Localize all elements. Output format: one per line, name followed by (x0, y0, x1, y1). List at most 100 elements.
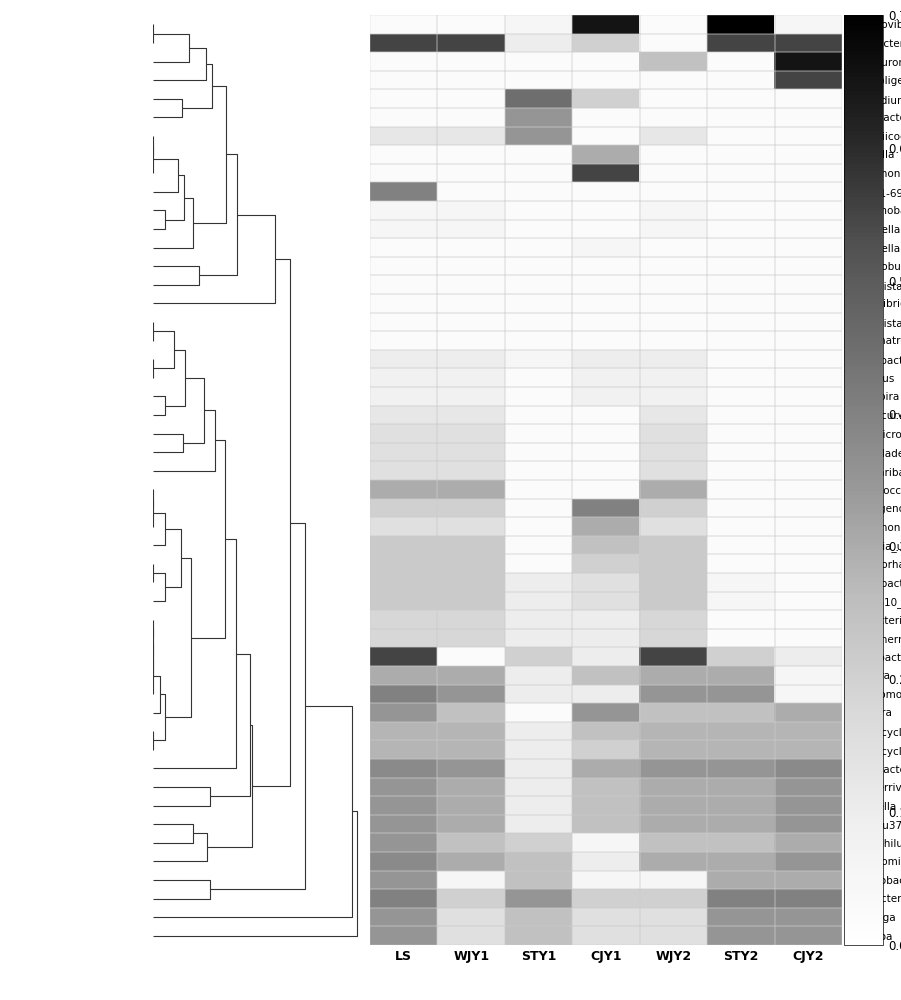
Bar (505, 15, 572, 34)
Bar (640, 71, 707, 89)
Bar (572, 759, 640, 778)
Bar (438, 368, 505, 387)
Bar (438, 71, 505, 89)
Bar (640, 889, 707, 908)
Bar (572, 852, 640, 871)
Bar (707, 778, 775, 796)
Bar (775, 127, 842, 145)
Bar (640, 424, 707, 443)
Bar (505, 313, 572, 331)
Bar (775, 871, 842, 889)
Bar (707, 52, 775, 71)
Bar (505, 740, 572, 759)
Bar (370, 89, 438, 108)
Bar (572, 238, 640, 257)
Bar (505, 461, 572, 480)
Bar (505, 610, 572, 629)
Bar (572, 182, 640, 201)
Bar (438, 443, 505, 461)
Bar (572, 201, 640, 220)
Bar (505, 833, 572, 852)
Bar (370, 889, 438, 908)
Bar (370, 592, 438, 610)
Bar (640, 926, 707, 945)
Bar (438, 629, 505, 647)
Bar (640, 368, 707, 387)
Bar (775, 52, 842, 71)
Bar (505, 220, 572, 238)
Bar (505, 127, 572, 145)
Bar (438, 350, 505, 368)
Bar (640, 536, 707, 554)
Bar (505, 554, 572, 573)
Bar (572, 722, 640, 740)
Bar (370, 368, 438, 387)
Bar (707, 629, 775, 647)
Bar (505, 257, 572, 275)
Bar (572, 164, 640, 182)
Bar (572, 480, 640, 499)
Bar (572, 592, 640, 610)
Bar (505, 201, 572, 220)
Bar (707, 424, 775, 443)
Bar (640, 238, 707, 257)
Bar (707, 238, 775, 257)
Bar (707, 257, 775, 275)
Bar (438, 108, 505, 127)
Bar (640, 610, 707, 629)
Bar (370, 424, 438, 443)
Bar (707, 331, 775, 350)
Bar (370, 908, 438, 926)
Bar (707, 275, 775, 294)
Bar (438, 257, 505, 275)
Bar (505, 592, 572, 610)
Bar (370, 926, 438, 945)
Bar (505, 908, 572, 926)
Bar (370, 610, 438, 629)
Bar (370, 573, 438, 592)
Bar (438, 778, 505, 796)
Bar (572, 610, 640, 629)
Bar (707, 889, 775, 908)
Bar (775, 610, 842, 629)
Bar (775, 313, 842, 331)
Bar (775, 666, 842, 685)
Bar (370, 52, 438, 71)
Bar (572, 703, 640, 722)
Bar (438, 759, 505, 778)
Bar (640, 257, 707, 275)
Bar (640, 908, 707, 926)
Bar (370, 666, 438, 685)
Bar (572, 647, 640, 666)
Bar (775, 443, 842, 461)
Bar (572, 350, 640, 368)
Bar (370, 127, 438, 145)
Bar (707, 647, 775, 666)
Bar (505, 871, 572, 889)
Bar (572, 443, 640, 461)
Bar (640, 52, 707, 71)
Bar (775, 108, 842, 127)
Bar (775, 536, 842, 554)
Bar (775, 722, 842, 740)
Bar (370, 871, 438, 889)
Bar (370, 740, 438, 759)
Bar (505, 294, 572, 313)
Bar (775, 889, 842, 908)
Bar (775, 926, 842, 945)
Bar (438, 424, 505, 443)
Bar (640, 592, 707, 610)
Bar (775, 480, 842, 499)
Bar (640, 629, 707, 647)
Bar (640, 573, 707, 592)
Bar (438, 201, 505, 220)
Bar (505, 778, 572, 796)
Bar (438, 554, 505, 573)
Bar (775, 164, 842, 182)
Bar (640, 89, 707, 108)
Bar (775, 573, 842, 592)
Bar (370, 313, 438, 331)
Bar (640, 647, 707, 666)
Bar (438, 34, 505, 52)
Bar (707, 350, 775, 368)
